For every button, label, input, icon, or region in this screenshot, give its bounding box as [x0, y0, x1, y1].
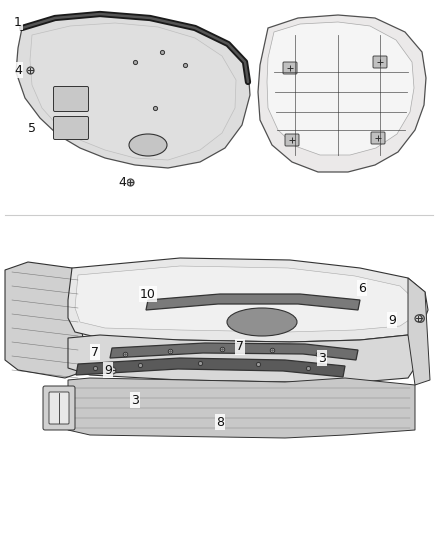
FancyBboxPatch shape — [49, 392, 69, 424]
FancyBboxPatch shape — [53, 117, 88, 140]
Text: 7: 7 — [236, 341, 244, 353]
Polygon shape — [16, 14, 250, 168]
Polygon shape — [68, 378, 415, 438]
Text: 8: 8 — [216, 416, 224, 429]
Text: 5: 5 — [28, 122, 36, 134]
Polygon shape — [110, 343, 358, 360]
Text: 7: 7 — [91, 345, 99, 359]
FancyBboxPatch shape — [53, 86, 88, 111]
Polygon shape — [258, 15, 426, 172]
Polygon shape — [30, 23, 236, 160]
Text: 4: 4 — [118, 175, 126, 189]
Text: 1: 1 — [14, 15, 22, 28]
Polygon shape — [76, 358, 345, 377]
Text: 9: 9 — [388, 313, 396, 327]
Polygon shape — [267, 22, 414, 155]
Text: 10: 10 — [140, 287, 156, 301]
Polygon shape — [68, 258, 428, 342]
Text: 6: 6 — [358, 281, 366, 295]
Polygon shape — [408, 278, 430, 385]
FancyBboxPatch shape — [371, 132, 385, 144]
Polygon shape — [68, 335, 420, 382]
FancyBboxPatch shape — [373, 56, 387, 68]
Ellipse shape — [227, 308, 297, 336]
FancyBboxPatch shape — [285, 134, 299, 146]
Text: 3: 3 — [131, 393, 139, 407]
Ellipse shape — [129, 134, 167, 156]
FancyBboxPatch shape — [283, 62, 297, 74]
Text: 3: 3 — [318, 351, 326, 365]
Polygon shape — [75, 266, 415, 332]
Text: 4: 4 — [14, 63, 22, 77]
Text: 9: 9 — [104, 364, 112, 376]
Polygon shape — [146, 294, 360, 310]
Polygon shape — [5, 262, 88, 378]
FancyBboxPatch shape — [43, 386, 75, 430]
